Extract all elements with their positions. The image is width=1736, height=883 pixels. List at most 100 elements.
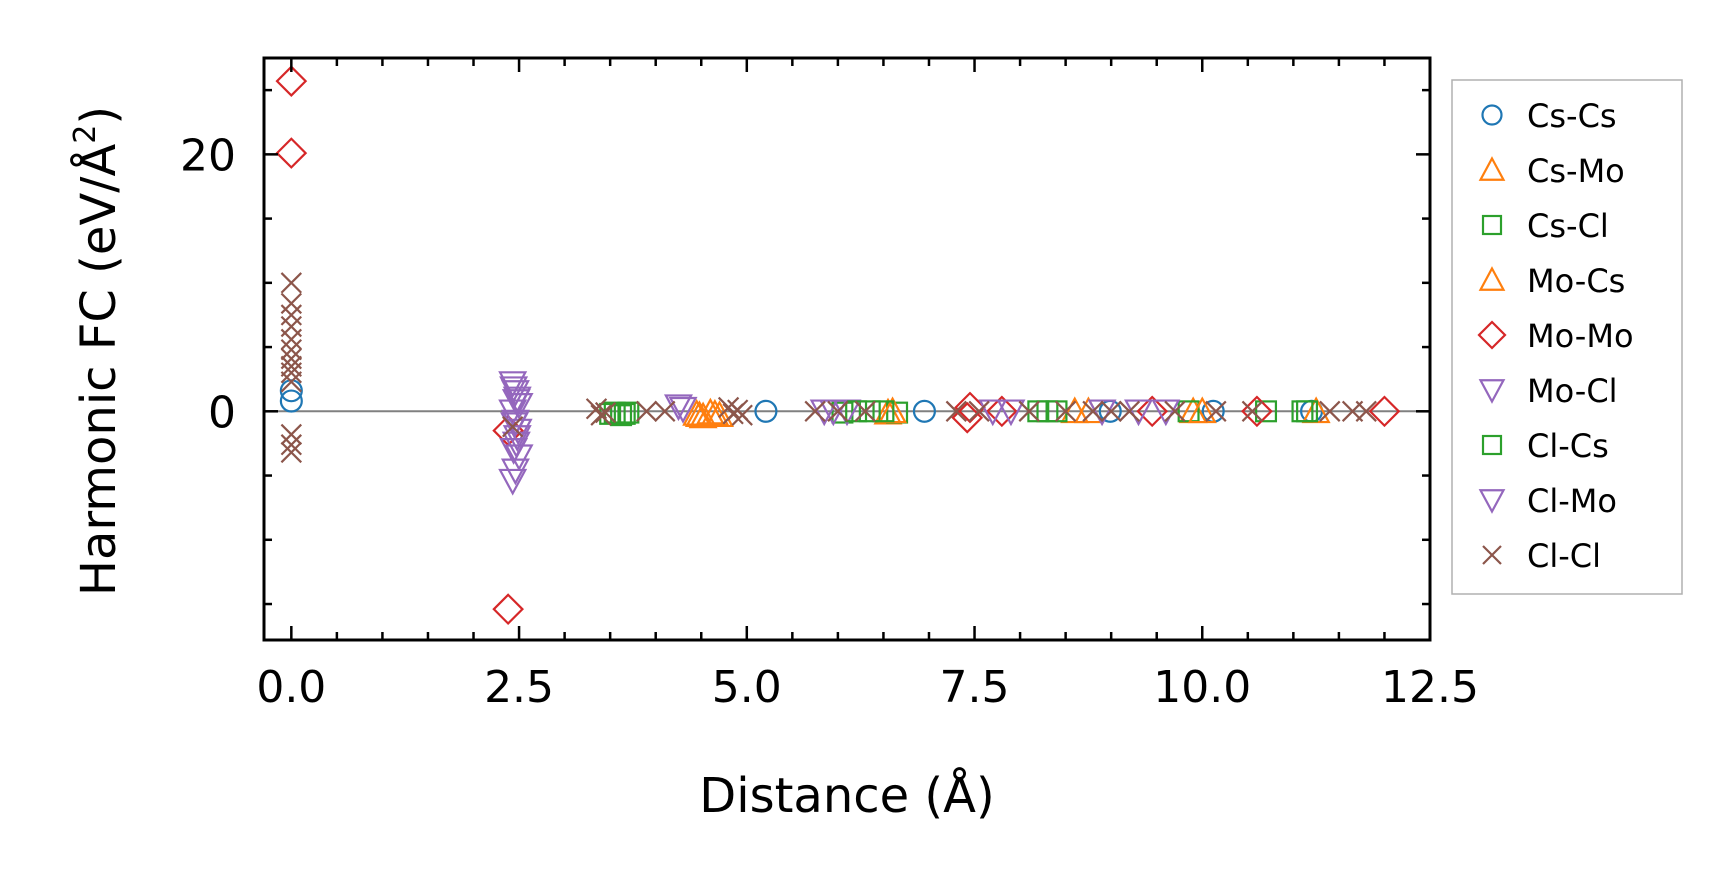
data-point [1255,400,1278,423]
data-point [668,396,698,424]
data-point [594,401,617,424]
legend-item: Mo-Cs [1478,262,1625,300]
x-axis-label: Distance (Å) [699,767,994,824]
data-point [1124,399,1153,427]
data-point [684,400,714,428]
data-point [1296,400,1319,423]
data-point [498,468,528,496]
data-point [945,400,967,422]
data-point [912,399,936,423]
data-point [872,400,895,423]
data-point [590,404,612,426]
data-point [280,304,303,326]
legend-marker [1478,156,1506,181]
data-point [1368,395,1401,428]
data-point [1118,400,1141,422]
x-tick-label: 7.5 [940,662,1010,713]
data-point [1082,400,1104,422]
data-point [978,399,1008,427]
x-tick-label: 12.5 [1381,662,1479,713]
data-point [1187,396,1217,424]
data-point [280,272,303,294]
data-point [700,398,730,426]
data-point [635,400,658,422]
data-point [1241,400,1264,422]
legend-marker [1481,434,1503,456]
legend-item: Cs-Mo [1478,152,1625,190]
data-point [492,593,524,626]
legend-item: Mo-Cl [1478,372,1618,410]
data-point [499,438,529,465]
legend-marker [1478,379,1506,404]
legend-item: Cl-Cl [1482,537,1601,575]
data-point [280,434,303,456]
data-point [280,292,303,315]
series-mo-mo [275,65,1401,626]
legend-marker [1482,545,1502,565]
legend-marker [1481,214,1503,236]
data-point [1164,400,1186,422]
data-point [688,401,718,429]
x-tick-label: 2.5 [484,662,554,713]
data-point [498,371,528,399]
legend-marker [1478,489,1506,514]
data-point [280,338,303,361]
x-tick-label: 10.0 [1153,662,1251,713]
data-point [275,65,308,97]
data-point [280,362,303,384]
legend-label: Cs-Cl [1527,207,1609,245]
data-point [754,399,778,423]
y-tick-label: 0 [208,387,236,438]
data-point [279,389,303,413]
data-point [275,137,308,169]
data-point [996,399,1026,427]
x-tick-label: 0.0 [256,662,326,713]
legend-label: Cl-Cs [1527,427,1609,465]
data-point [501,389,531,416]
legend-item: Mo-Mo [1477,317,1634,355]
legend-item: Cs-Cl [1481,207,1609,245]
data-point [1205,400,1227,422]
data-point [731,404,753,426]
data-point [280,328,303,351]
data-point [1355,400,1377,422]
data-point [854,400,876,422]
series-cl-cl [280,272,1377,464]
legend-label: Cl-Cl [1527,537,1601,575]
data-point [1151,399,1181,427]
legend-label: Mo-Cl [1527,372,1618,410]
legend-label: Cs-Mo [1527,152,1625,190]
legend-label: Mo-Cs [1527,262,1625,300]
y-axis-label: Harmonic FC (eV/Å2) [68,106,127,596]
y-tick-label: 20 [180,130,236,181]
data-point [499,376,529,404]
series-mo-cl [498,371,1181,496]
data-point [968,400,990,422]
x-tick-label: 5.0 [712,662,782,713]
legend-marker [1481,104,1503,126]
series-mo-cs [684,396,1217,428]
data-point [663,394,693,422]
legend-label: Cs-Cs [1527,97,1617,135]
data-point [986,395,1018,428]
data-point [1018,400,1040,422]
data-point [704,400,734,428]
legend-label: Mo-Mo [1527,317,1634,355]
data-point [500,412,530,440]
data-point [1136,395,1169,428]
data-point [280,355,303,378]
legend-item: Cs-Cs [1481,97,1617,135]
legend-item: Cl-Cs [1481,427,1609,465]
legend: Cs-Cs Cs-Mo Cs-Cl Mo-Cs Mo-Mo Mo-Cl Cl-Cs Cl-Mo… [1451,79,1683,595]
data-point [502,416,524,438]
data-point [1054,400,1077,422]
data-point [827,400,849,422]
data-point [613,402,636,425]
data-point [1100,400,1122,422]
data-point [280,423,303,446]
data-point [654,400,676,422]
legend-marker [1477,320,1507,350]
legend-label: Cl-Mo [1527,482,1617,520]
data-point [858,400,881,423]
